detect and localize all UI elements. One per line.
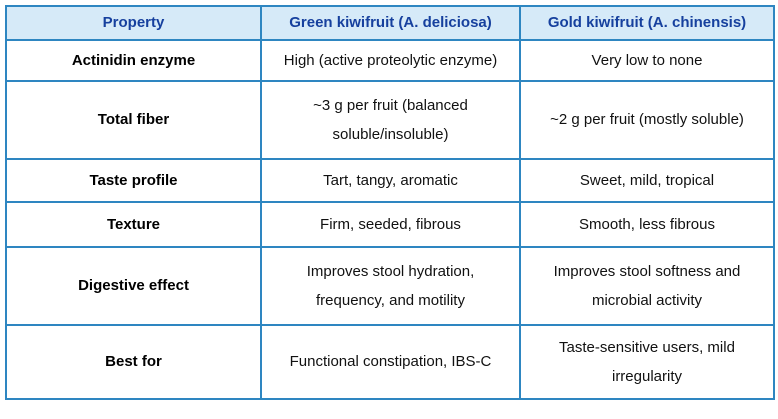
table-row-texture: Texture Firm, seeded, fibrous Smooth, le… bbox=[5, 201, 775, 248]
green-value-cell: ~3 g per fruit (balanced soluble/insolub… bbox=[260, 80, 521, 160]
gold-value-cell: Improves stool softness and microbial ac… bbox=[519, 246, 775, 326]
green-value-cell: Functional constipation, IBS-C bbox=[260, 324, 521, 400]
green-value-cell: Tart, tangy, aromatic bbox=[260, 158, 521, 203]
property-cell: Texture bbox=[5, 201, 262, 248]
header-green-kiwifruit: Green kiwifruit (A. deliciosa) bbox=[260, 5, 521, 41]
table-row-total-fiber: Total fiber ~3 g per fruit (balanced sol… bbox=[5, 80, 775, 160]
green-value-cell: Firm, seeded, fibrous bbox=[260, 201, 521, 248]
property-cell: Actinidin enzyme bbox=[5, 39, 262, 82]
table-row-digestive-effect: Digestive effect Improves stool hydratio… bbox=[5, 246, 775, 326]
property-cell: Digestive effect bbox=[5, 246, 262, 326]
property-cell: Taste profile bbox=[5, 158, 262, 203]
table-row-actinidin-enzyme: Actinidin enzyme High (active proteolyti… bbox=[5, 39, 775, 82]
gold-value-cell: Taste-sensitive users, mild irregularity bbox=[519, 324, 775, 400]
gold-value-cell: Sweet, mild, tropical bbox=[519, 158, 775, 203]
table-row-best-for: Best for Functional constipation, IBS-C … bbox=[5, 324, 775, 400]
header-gold-kiwifruit: Gold kiwifruit (A. chinensis) bbox=[519, 5, 775, 41]
table-header-row: Property Green kiwifruit (A. deliciosa) … bbox=[5, 5, 775, 41]
gold-value-cell: Very low to none bbox=[519, 39, 775, 82]
green-value-cell: High (active proteolytic enzyme) bbox=[260, 39, 521, 82]
kiwifruit-comparison-table: Property Green kiwifruit (A. deliciosa) … bbox=[5, 5, 775, 400]
table-row-taste-profile: Taste profile Tart, tangy, aromatic Swee… bbox=[5, 158, 775, 203]
green-value-cell: Improves stool hydration, frequency, and… bbox=[260, 246, 521, 326]
property-cell: Total fiber bbox=[5, 80, 262, 160]
gold-value-cell: Smooth, less fibrous bbox=[519, 201, 775, 248]
header-property: Property bbox=[5, 5, 262, 41]
property-cell: Best for bbox=[5, 324, 262, 400]
gold-value-cell: ~2 g per fruit (mostly soluble) bbox=[519, 80, 775, 160]
